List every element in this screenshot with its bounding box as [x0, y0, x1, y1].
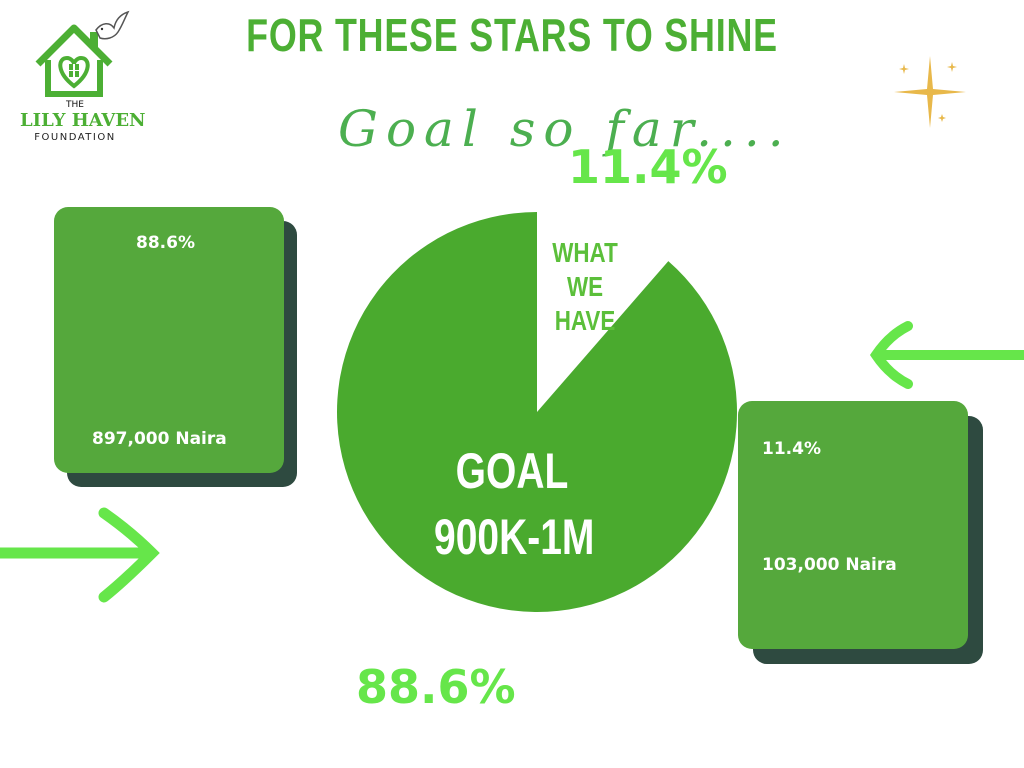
pie-slice-goal: [337, 212, 737, 612]
pie-label-have-line3: HAVE: [554, 305, 616, 336]
card-goal-pct: 88.6%: [136, 233, 195, 253]
card-have-amount: 103,000 Naira: [762, 555, 897, 575]
pie-label-have-line2: WE: [566, 271, 604, 302]
pct-label-have: 11.4%: [568, 140, 728, 194]
pie-label-goal-line1: GOAL: [455, 443, 569, 499]
dove-icon: [95, 10, 130, 40]
page-title: FOR THESE STARS TO SHINE: [246, 9, 778, 61]
card-goal-amount: 897,000 Naira: [92, 429, 227, 449]
pie-label-have-line1: WHAT: [552, 237, 618, 268]
pct-label-goal: 88.6%: [356, 660, 516, 714]
arrow-left-icon: [869, 321, 1024, 389]
logo-line3: FOUNDATION: [34, 132, 116, 143]
logo-line1: THE: [66, 100, 84, 110]
arrow-right-icon: [0, 507, 160, 603]
logo: THE LILY HAVEN FOUNDATION: [20, 8, 146, 143]
pie-label-have: WHAT WE HAVE: [549, 236, 621, 338]
pie-chart: [337, 212, 737, 612]
pie-label-goal-line2: 900K-1M: [434, 509, 595, 565]
sparkle-icon: [894, 56, 966, 128]
card-have-pct: 11.4%: [762, 439, 821, 459]
logo-line2: LILY HAVEN: [20, 110, 146, 131]
subtitle: Goal so far....: [338, 100, 792, 158]
house-heart-icon: [35, 24, 113, 97]
card-goal: 88.6% 897,000 Naira: [54, 207, 284, 473]
card-have: 11.4% 103,000 Naira: [738, 401, 968, 649]
